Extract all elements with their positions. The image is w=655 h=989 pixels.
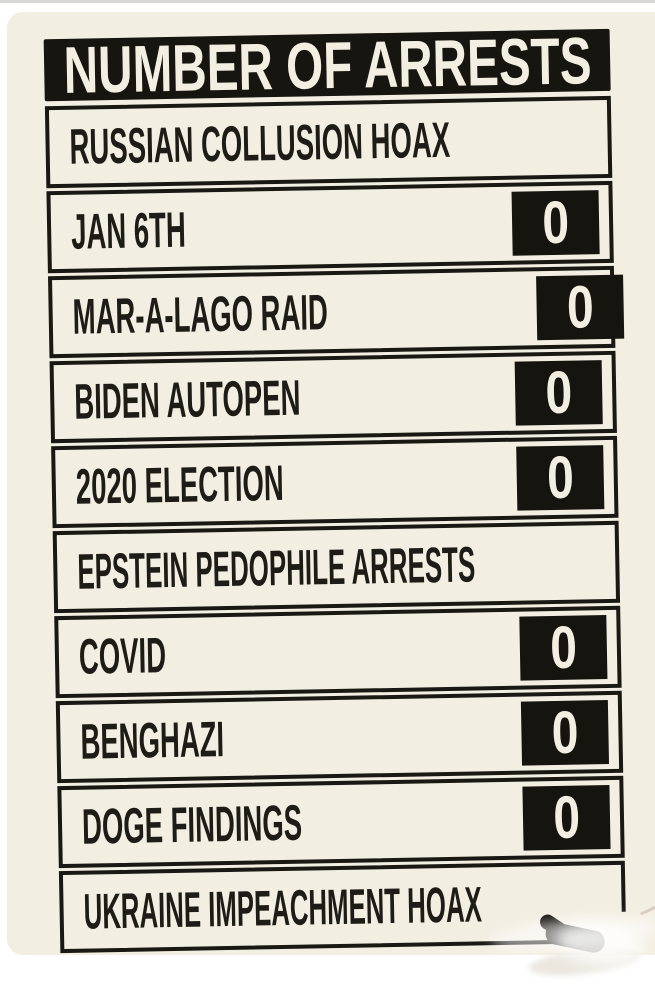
table-row: COVID 0 bbox=[54, 605, 622, 699]
row-label: MAR-A-LAGO RAID bbox=[72, 284, 329, 345]
arrests-table: NUMBER OF ARRESTS RUSSIAN COLLUSION HOAX… bbox=[43, 23, 655, 981]
table-row: BIDEN AUTOPEN 0 bbox=[49, 350, 617, 444]
count-value: 0 bbox=[549, 613, 578, 682]
table-row: MAR-A-LAGO RAID 0 bbox=[47, 265, 625, 359]
count-value: 0 bbox=[566, 273, 594, 341]
count-box: 0 bbox=[535, 273, 625, 341]
count-value: 0 bbox=[541, 188, 570, 257]
count-value: 0 bbox=[550, 698, 579, 767]
row-label: DOGE FINDINGS bbox=[81, 794, 303, 855]
page-title: NUMBER OF ARRESTS bbox=[62, 23, 592, 107]
count-box: 0 bbox=[522, 783, 611, 852]
row-label: BIDEN AUTOPEN bbox=[73, 369, 301, 430]
table-row: 2020 ELECTION 0 bbox=[51, 435, 619, 529]
row-label: JAN 6TH bbox=[70, 201, 187, 260]
count-box: 0 bbox=[520, 698, 610, 767]
photo-top-edge bbox=[0, 0, 655, 3]
table-row: BENGHAZI 0 bbox=[55, 690, 624, 784]
row-label: 2020 ELECTION bbox=[75, 454, 285, 515]
count-box: 0 bbox=[514, 358, 603, 427]
count-box: 0 bbox=[511, 188, 600, 257]
count-box: 0 bbox=[516, 443, 605, 512]
table-row: DOGE FINDINGS 0 bbox=[57, 775, 625, 869]
count-box: 0 bbox=[519, 613, 608, 682]
table-title-bar: NUMBER OF ARRESTS bbox=[43, 23, 611, 107]
table-rows: RUSSIAN COLLUSION HOAX 0 JAN 6TH 0 MAR-A… bbox=[44, 95, 655, 981]
row-label: EPSTEIN PEDOPHILE ARRESTS bbox=[76, 536, 476, 600]
table-row: JAN 6TH 0 bbox=[46, 180, 614, 274]
row-label: RUSSIAN COLLUSION HOAX bbox=[69, 111, 451, 175]
row-label: UKRAINE IMPEACHMENT HOAX bbox=[83, 876, 483, 940]
smear-artifact bbox=[639, 906, 655, 916]
count-value: 0 bbox=[544, 358, 573, 427]
row-label: COVID bbox=[78, 627, 167, 685]
table-row: EPSTEIN PEDOPHILE ARRESTS 0 bbox=[52, 520, 621, 614]
count-value: 0 bbox=[552, 783, 581, 852]
table-row: RUSSIAN COLLUSION HOAX 0 bbox=[44, 95, 613, 189]
count-value: 0 bbox=[546, 443, 575, 512]
poster-card: NUMBER OF ARRESTS RUSSIAN COLLUSION HOAX… bbox=[7, 12, 655, 981]
row-label: BENGHAZI bbox=[80, 711, 225, 770]
